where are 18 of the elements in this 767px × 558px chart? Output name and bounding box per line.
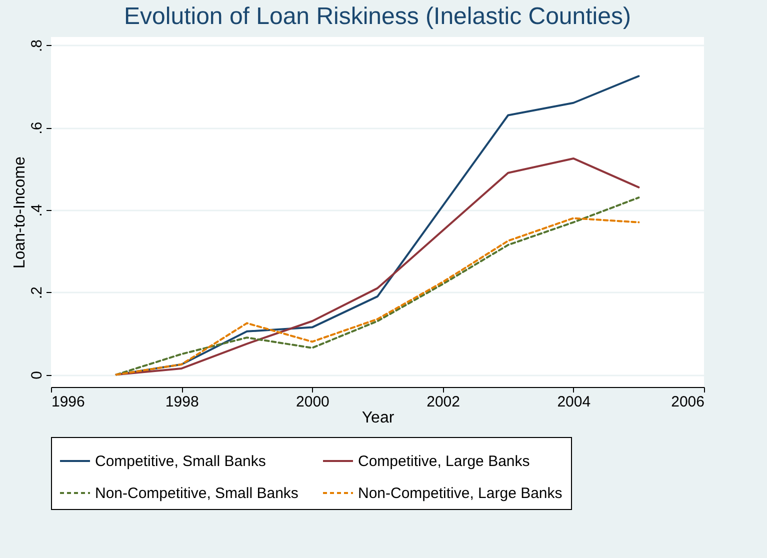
chart-title: Evolution of Loan Riskiness (Inelastic Counties)	[124, 3, 631, 30]
y-axis-title: Loan-to-Income	[12, 156, 28, 269]
x-tick-label: 2000	[296, 394, 330, 410]
x-tick-label: 1996	[52, 394, 85, 410]
legend-label: Non-Competitive, Small Banks	[95, 485, 298, 502]
y-tick-label: .8	[28, 39, 46, 52]
x-tick-label: 2006	[671, 394, 704, 410]
x-tick-label: 2004	[557, 394, 591, 410]
x-tick-label: 2002	[426, 394, 460, 410]
legend-label: Competitive, Large Banks	[358, 453, 530, 470]
y-tick-label: 0	[28, 370, 46, 380]
y-tick-label: .2	[28, 286, 46, 300]
x-tick-label: 1998	[165, 394, 199, 410]
legend-label: Non-Competitive, Large Banks	[358, 485, 562, 502]
y-tick-label: .6	[28, 122, 46, 134]
y-tick-label: .4	[28, 204, 46, 217]
legend-label: Competitive, Small Banks	[95, 453, 266, 470]
x-axis-title: Year	[362, 410, 395, 426]
